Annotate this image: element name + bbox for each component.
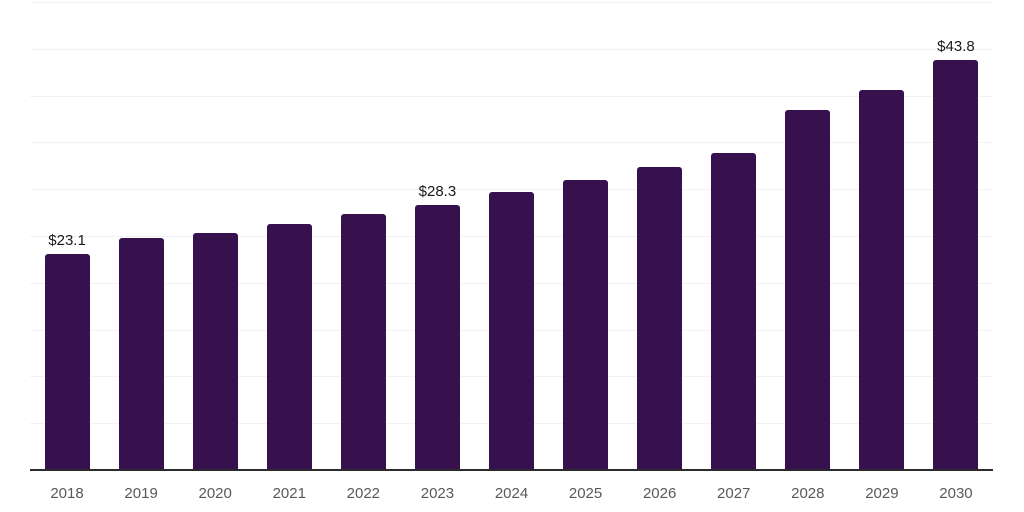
gridline — [30, 189, 993, 191]
x-tick-2022: 2022 — [346, 485, 381, 502]
bar-2026 — [637, 167, 683, 470]
bar-2029 — [859, 90, 905, 470]
gridline — [30, 48, 993, 50]
bar-2023 — [414, 205, 460, 470]
gridline — [30, 95, 993, 97]
bar-2020 — [192, 233, 238, 470]
x-tick-2027: 2027 — [717, 485, 751, 502]
x-tick-2024: 2024 — [494, 485, 529, 502]
data-label-2023: $28.3 — [418, 183, 457, 200]
plot-area: $23.1 $28.3 $43.8 — [30, 2, 993, 470]
data-label-2018: $23.1 — [48, 232, 86, 249]
bar-2028 — [785, 110, 831, 470]
bar-2018 — [44, 254, 90, 470]
x-tick-2021: 2021 — [272, 485, 306, 502]
x-tick-2028: 2028 — [791, 485, 825, 502]
bar-2027 — [711, 153, 757, 470]
gridline — [30, 2, 993, 3]
x-tick-2023: 2023 — [420, 485, 455, 502]
x-axis-line — [30, 469, 993, 471]
x-tick-2025: 2025 — [568, 485, 603, 502]
bar-2019 — [118, 238, 164, 470]
gridline — [30, 142, 993, 144]
x-tick-2018: 2018 — [50, 485, 84, 502]
bar-2022 — [340, 214, 386, 470]
x-axis: 2018 2019 2020 2021 2022 2023 2024 2025 2026 2027… — [30, 484, 993, 506]
bar-2030 — [933, 60, 979, 470]
bar-2021 — [266, 224, 312, 470]
bar-2024 — [489, 192, 534, 470]
x-tick-2020: 2020 — [198, 485, 232, 502]
x-tick-2026: 2026 — [642, 485, 677, 502]
x-tick-2030: 2030 — [939, 485, 973, 502]
x-tick-2019: 2019 — [124, 485, 158, 502]
x-tick-2029: 2029 — [865, 485, 899, 502]
data-label-2030: $43.8 — [937, 38, 975, 55]
bar-2025 — [563, 180, 609, 470]
